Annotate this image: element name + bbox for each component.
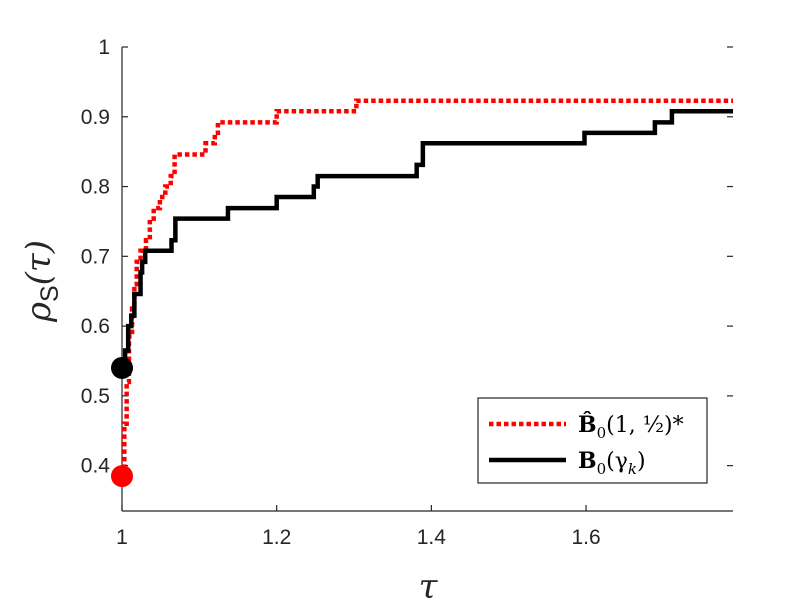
data-series (119, 98, 733, 477)
start-markers (111, 356, 133, 488)
y-tick-label: 0.5 (81, 385, 110, 408)
y-axis-label-tail: (τ) (19, 240, 59, 285)
y-axis-label-subscript: S (36, 285, 64, 302)
x-tick-label: 1.4 (417, 526, 447, 549)
y-tick-label: 0.8 (81, 176, 110, 199)
start-marker-series-2 (111, 356, 133, 379)
y-axis-label: ρS(τ) (19, 240, 64, 323)
x-tick-label: 1 (116, 526, 128, 549)
tick-labels: 0.4 0.5 0.6 0.7 0.8 0.9 1 1 1.2 1.4 1.6 (81, 36, 601, 549)
legend-label-series-1: B̂0(1, ½)* (578, 412, 684, 442)
legend: B̂0(1, ½)* B0(γk) (477, 397, 708, 484)
y-tick-label: 0.7 (81, 245, 110, 268)
series-line-1 (119, 98, 733, 477)
y-tick-label: 0.9 (81, 106, 110, 129)
axes (121, 46, 733, 512)
x-tick-label: 1.6 (571, 526, 600, 549)
start-marker-series-1 (111, 465, 133, 488)
svg-text:ρS(τ): ρS(τ) (19, 240, 64, 323)
legend-label-series-2: B0(γk) (578, 448, 646, 478)
y-axis-label-symbol: ρ (19, 302, 59, 323)
y-tick-label: 0.6 (81, 315, 110, 338)
legend-box (477, 397, 708, 484)
y-tick-label: 0.4 (81, 455, 111, 478)
x-axis-label: τ (419, 567, 439, 607)
x-tick-label: 1.2 (262, 526, 291, 549)
y-tick-label: 1 (98, 36, 110, 59)
series-line-2 (122, 108, 733, 371)
